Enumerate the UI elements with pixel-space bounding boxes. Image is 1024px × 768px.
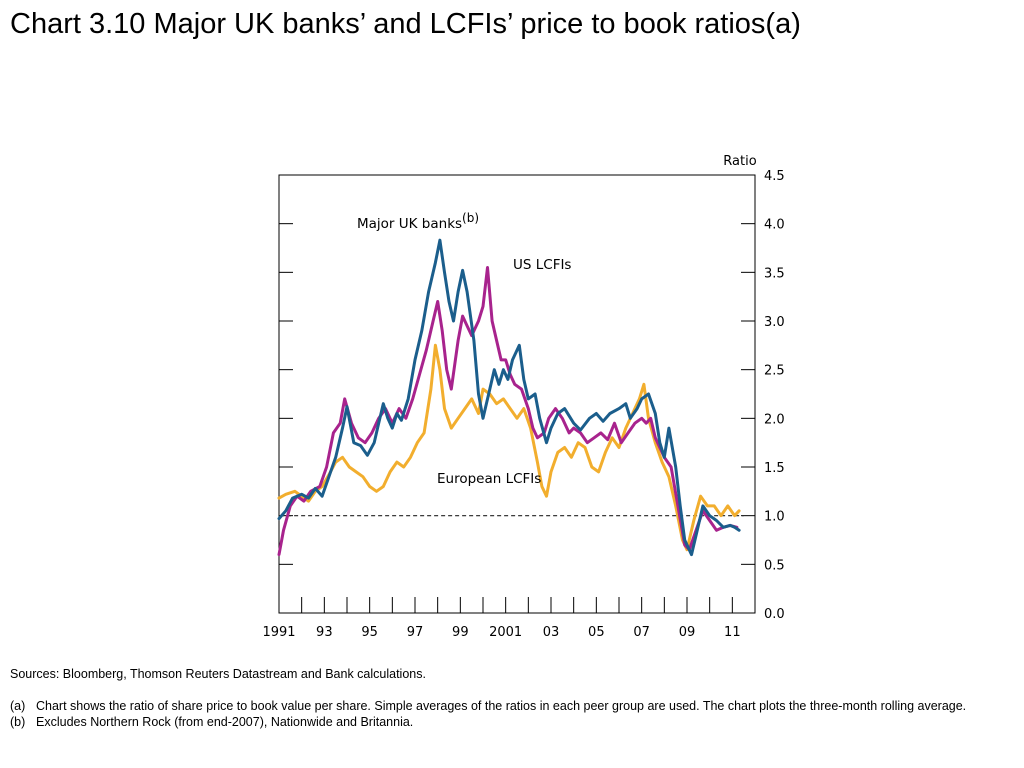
x-tick-label: 03 <box>543 625 560 640</box>
chart-notes: Sources: Bloomberg, Thomson Reuters Data… <box>10 666 1000 730</box>
series-label-european-lcfis: European LCFIs <box>437 471 541 487</box>
plot-frame <box>278 174 756 614</box>
y-tick-label: 0.0 <box>764 607 785 622</box>
plot-border <box>278 174 756 614</box>
x-axis: 1991 93 95 97 99 2001 03 05 07 09 11 <box>262 597 741 640</box>
y-tick-label: 3.5 <box>764 266 785 281</box>
x-tick-label: 1991 <box>262 625 295 640</box>
y-tick-label: 1.0 <box>764 510 785 525</box>
y-tick-label: 3.0 <box>764 315 785 330</box>
x-tick-label: 07 <box>633 625 650 640</box>
x-tick-label: 93 <box>316 625 333 640</box>
x-tick-label: 2001 <box>489 625 522 640</box>
series-label-superscript: (b) <box>462 211 479 225</box>
y-tick-label: 1.5 <box>764 461 785 476</box>
x-tick-label: 11 <box>724 625 741 640</box>
series-label-major-uk-banks: Major UK banks(b) <box>357 211 479 232</box>
line-chart: Ratio 0.0 0.5 1.0 1.5 2.0 2.5 3.0 3.5 4.0 4.5 1991… <box>262 154 785 640</box>
x-tick-label: 95 <box>361 625 378 640</box>
x-tick-label: 99 <box>452 625 469 640</box>
footnote-a-text: Chart shows the ratio of share price to … <box>36 699 967 713</box>
y-tick-label: 4.5 <box>764 169 785 184</box>
x-tick-label: 05 <box>588 625 605 640</box>
series-line-us-lcfis <box>277 266 739 557</box>
y-axis: Ratio 0.0 0.5 1.0 1.5 2.0 2.5 3.0 3.5 4.0 4.5 <box>279 154 785 622</box>
footnote-b-marker: (b) <box>10 715 26 729</box>
y-tick-label: 0.5 <box>764 558 785 573</box>
y-tick-label: 2.5 <box>764 364 785 379</box>
series-line-european-lcfis <box>277 343 741 552</box>
x-tick-label: 09 <box>679 625 696 640</box>
footnote-a: (a) Chart shows the ratio of share price… <box>10 698 1000 714</box>
series-label-us-lcfis: US LCFIs <box>513 257 571 273</box>
y-tick-label: 2.0 <box>764 412 785 427</box>
footnote-a-marker: (a) <box>10 699 26 713</box>
footnote-b: (b) Excludes Northern Rock (from end-200… <box>10 714 1000 730</box>
series-line-major-uk-banks <box>277 238 741 557</box>
chart-title: Chart 3.10 Major UK banks’ and LCFIs’ pr… <box>10 8 801 40</box>
series-lines <box>277 238 741 557</box>
footnote-b-text: Excludes Northern Rock (from end-2007), … <box>36 715 414 729</box>
series-labels: Major UK banks(b) US LCFIs European LCFIs <box>357 211 571 487</box>
x-tick-label: 97 <box>407 625 424 640</box>
y-tick-label: 4.0 <box>764 218 785 233</box>
y-axis-label: Ratio <box>723 154 756 169</box>
sources-note: Sources: Bloomberg, Thomson Reuters Data… <box>10 667 426 681</box>
